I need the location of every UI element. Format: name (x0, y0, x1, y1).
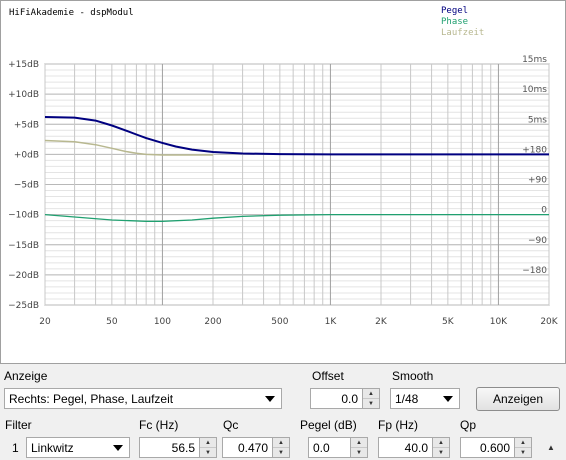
legend-laufzeit: Laufzeit (441, 28, 484, 38)
spin-down-icon[interactable]: ▼ (205, 449, 211, 456)
y-right-tick-label: +180 (522, 145, 547, 155)
series-laufzeit (44, 139, 213, 156)
y-right-tick-label: 0 (541, 206, 547, 216)
chart-svg: +15dB +10dB +5dB +0dB −5dB −10dB −15dB −20dB −25… (8, 6, 559, 327)
smooth-select-value: 1/48 (395, 391, 419, 406)
qc-spin-buttons[interactable]: ▲ ▼ (273, 437, 290, 458)
spin-down-icon[interactable]: ▼ (278, 449, 284, 456)
spin-down-icon[interactable]: ▼ (520, 449, 526, 456)
y-left-tick-label: −20dB (8, 271, 39, 281)
x-tick-label: 200 (204, 317, 221, 327)
spin-up-icon[interactable]: ▲ (273, 438, 289, 448)
qp-value[interactable]: 0.600 (460, 437, 515, 458)
x-tick-label: 50 (106, 317, 118, 327)
series-pegel (44, 116, 549, 156)
y-left-tick-label: −10dB (8, 211, 39, 221)
spin-down-icon[interactable]: ▼ (438, 449, 444, 456)
qc-label: Qc (223, 418, 239, 432)
x-tick-label: 1K (325, 317, 338, 327)
frequency-response-plot: +15dB +10dB +5dB +0dB −5dB −10dB −15dB −20dB −25… (0, 0, 566, 364)
pegel-spinner[interactable]: 0.0 ▲ ▼ (308, 437, 368, 458)
smooth-label: Smooth (392, 369, 434, 383)
qp-spinner[interactable]: 0.600 ▲ ▼ (460, 437, 532, 458)
y-left-tick-label: −5dB (14, 181, 39, 191)
chevron-down-icon (265, 396, 275, 402)
offset-spinner[interactable]: 0.0 ▲ ▼ (310, 388, 380, 409)
y-right-tick-label: 5ms (528, 115, 547, 125)
offset-label: Offset (312, 369, 344, 383)
fp-spin-buttons[interactable]: ▲ ▼ (433, 437, 450, 458)
filter-index: 1 (12, 441, 19, 455)
y-right-tick-label: +90 (528, 176, 547, 186)
fc-spin-buttons[interactable]: ▲ ▼ (200, 437, 217, 458)
spin-down-icon[interactable]: ▼ (356, 449, 362, 456)
spin-up-icon[interactable]: ▲ (200, 438, 216, 448)
pegel-value[interactable]: 0.0 (308, 437, 351, 458)
y-left-tick-label: −15dB (8, 241, 39, 251)
legend-pegel: Pegel (441, 6, 468, 16)
scroll-up-icon[interactable]: ▲ (547, 442, 555, 452)
anzeige-select-value: Rechts: Pegel, Phase, Laufzeit (9, 391, 174, 406)
y-left-tick-label: +0dB (14, 150, 39, 160)
qp-spin-buttons[interactable]: ▲ ▼ (515, 437, 532, 458)
y-left-tick-label: +10dB (8, 90, 39, 100)
chevron-down-icon (443, 396, 453, 402)
qp-label: Qp (460, 418, 477, 432)
fp-label: Fp (Hz) (378, 418, 418, 432)
pegel-db-label: Pegel (dB) (300, 418, 357, 432)
pegel-spin-buttons[interactable]: ▲ ▼ (351, 437, 368, 458)
y-left-tick-label: +5dB (14, 120, 39, 130)
spin-up-icon[interactable]: ▲ (351, 438, 367, 448)
spin-up-icon[interactable]: ▲ (363, 389, 379, 399)
y-right-tick-label: 10ms (522, 85, 547, 95)
x-tick-label: 5K (442, 317, 455, 327)
anzeige-label: Anzeige (4, 369, 48, 383)
y-right-tick-label: −90 (528, 236, 547, 246)
filter-type-select[interactable]: Linkwitz (26, 437, 130, 458)
spin-up-icon[interactable]: ▲ (515, 438, 531, 448)
x-tick-label: 100 (154, 317, 171, 327)
anzeige-select[interactable]: Rechts: Pegel, Phase, Laufzeit (4, 388, 282, 409)
y-left-tick-label: +15dB (8, 60, 39, 70)
fp-spinner[interactable]: 40.0 ▲ ▼ (378, 437, 450, 458)
fc-value[interactable]: 56.5 (139, 437, 200, 458)
spin-up-icon[interactable]: ▲ (433, 438, 449, 448)
fp-value[interactable]: 40.0 (378, 437, 433, 458)
x-tick-label: 20K (540, 317, 558, 327)
y-right-tick-label: −180 (522, 266, 547, 276)
y-right-tick-label: 15ms (522, 55, 547, 65)
fc-spinner[interactable]: 56.5 ▲ ▼ (139, 437, 217, 458)
filter-label: Filter (5, 418, 32, 432)
qc-value[interactable]: 0.470 (222, 437, 273, 458)
qc-spinner[interactable]: 0.470 ▲ ▼ (222, 437, 290, 458)
offset-spin-buttons[interactable]: ▲ ▼ (363, 388, 380, 409)
x-tick-label: 500 (271, 317, 288, 327)
offset-value[interactable]: 0.0 (310, 388, 363, 409)
chevron-down-icon (113, 445, 123, 451)
x-tick-label: 20 (39, 317, 51, 327)
legend-phase: Phase (441, 17, 468, 27)
y-left-tick-label: −25dB (8, 301, 39, 311)
anzeigen-button[interactable]: Anzeigen (476, 387, 560, 411)
x-tick-label: 2K (375, 317, 388, 327)
window-title: HiFiAkademie - dspModul (9, 8, 134, 18)
x-tick-label: 10K (490, 317, 508, 327)
smooth-select[interactable]: 1/48 (390, 388, 460, 409)
fc-label: Fc (Hz) (139, 418, 179, 432)
series-phase (44, 213, 549, 222)
filter-type-value: Linkwitz (31, 440, 74, 455)
spin-down-icon[interactable]: ▼ (368, 400, 374, 407)
